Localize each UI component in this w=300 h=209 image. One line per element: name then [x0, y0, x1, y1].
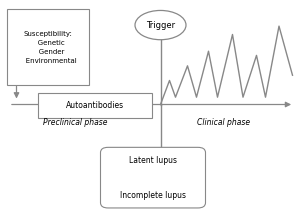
Ellipse shape — [135, 10, 186, 40]
FancyBboxPatch shape — [38, 93, 152, 118]
Text: Clinical phase: Clinical phase — [197, 118, 250, 127]
FancyBboxPatch shape — [8, 9, 88, 85]
Text: Latent lupus

Incomplete lupus: Latent lupus Incomplete lupus — [120, 156, 186, 200]
Text: Autoantibodies: Autoantibodies — [65, 101, 124, 110]
FancyBboxPatch shape — [100, 147, 206, 208]
Text: Preclinical phase: Preclinical phase — [43, 118, 107, 127]
Text: Susceptibility:
   Genetic
   Gender
   Environmental: Susceptibility: Genetic Gender Environme… — [19, 31, 77, 64]
Text: Trigger: Trigger — [146, 20, 175, 30]
